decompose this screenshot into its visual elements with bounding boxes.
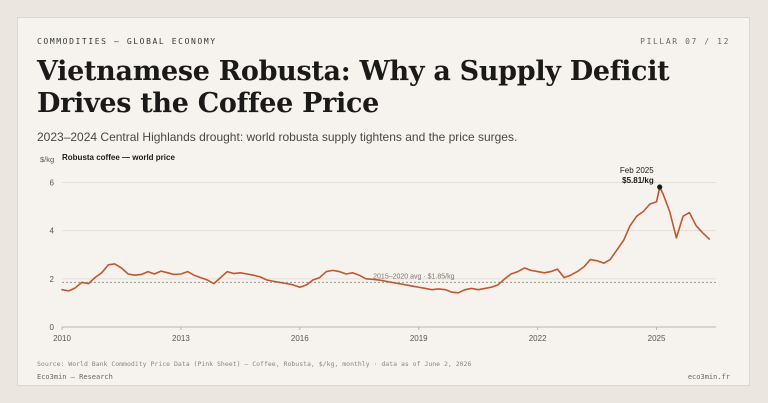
x-tick-label: 2016	[291, 334, 309, 343]
y-axis-label: $/kg	[40, 155, 54, 164]
footer-site: eco3min.fr	[687, 373, 730, 381]
page-title: Vietnamese Robusta: Why a Supply Deficit…	[37, 56, 670, 119]
pillar-counter: PILLAR 07 / 12	[640, 37, 730, 46]
peak-annotation-date: Feb 2025	[620, 166, 654, 175]
y-tick-label: 2	[50, 275, 55, 284]
y-tick-label: 6	[50, 178, 55, 187]
peak-marker	[657, 184, 663, 190]
x-tick-label: 2025	[648, 334, 666, 343]
x-tick-label: 2022	[529, 334, 547, 343]
series-line-robusta	[61, 186, 711, 294]
x-tick-label: 2013	[172, 334, 190, 343]
page-subtitle: 2023–2024 Central Highlands drought: wor…	[37, 130, 518, 144]
chart-card	[17, 17, 750, 386]
y-tick-label: 4	[50, 227, 55, 236]
footer-brand: Eco3min — Research	[37, 373, 113, 381]
x-tick-label: 2019	[410, 334, 428, 343]
kicker: COMMODITIES — GLOBAL ECONOMY	[37, 37, 217, 46]
x-tick-label: 2010	[53, 334, 71, 343]
source-note: Source: World Bank Commodity Price Data …	[37, 360, 472, 368]
legend-series-label: Robusta coffee — world price	[62, 153, 175, 162]
y-tick-label: 0	[50, 323, 55, 332]
average-reference-label: 2015–2020 avg · $1.85/kg	[373, 273, 454, 280]
peak-annotation-value: $5.81/kg	[622, 176, 654, 185]
